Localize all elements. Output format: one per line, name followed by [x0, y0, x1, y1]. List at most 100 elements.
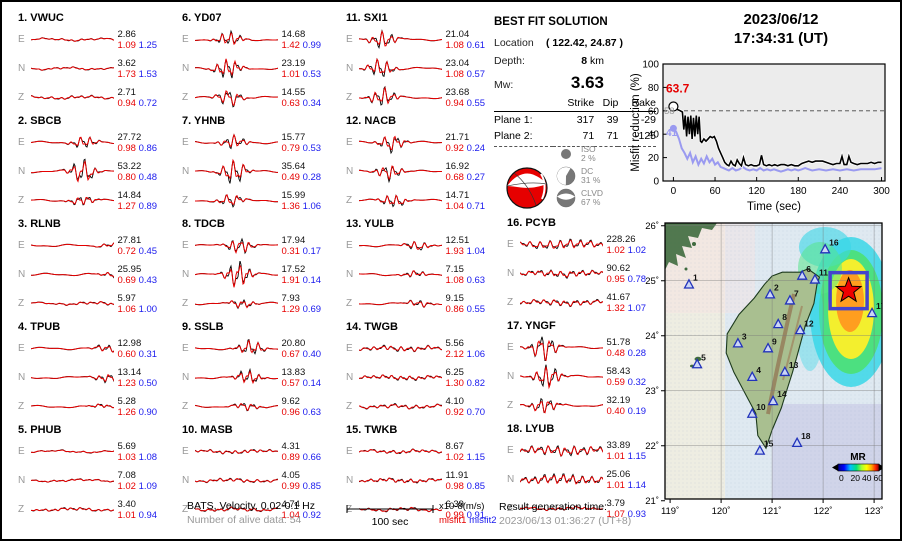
misfit-values: 1.01 0.94 [117, 510, 172, 521]
x-tick-label: 60 [709, 186, 721, 197]
peak-amplitude: 9.15 [445, 292, 464, 304]
misfit2-legend: misfit2 [469, 515, 497, 526]
waveform-values: 17.94 0.31 0.17 [278, 235, 336, 257]
peak-amplitude: 6.39 [445, 498, 464, 510]
depth-unit: km [590, 55, 604, 67]
map-lat-tick-label: 22˚ [645, 441, 659, 452]
peak-amplitude: 21.71 [445, 131, 470, 143]
misfit-values: 1.42 0.99 [281, 40, 336, 51]
misfit1-value: 1.08 [445, 39, 464, 51]
station-name: 3. RLNB [18, 218, 61, 230]
waveform-trace [358, 448, 443, 455]
y-tick-label: 100 [642, 60, 659, 71]
channel-label: E [18, 446, 25, 457]
col-dip: Dip [594, 95, 619, 112]
misfit-reduction-plot: 0 20 40 60 80 100 0 60 120 180 240 300 Time (sec) Mis… [630, 60, 890, 214]
peak-amplitude: 5.69 [117, 440, 136, 452]
decomposition-item-clvd: CLVD 67 % [556, 188, 603, 208]
map-station-number: 7 [794, 289, 799, 299]
waveform-values: 7.08 1.02 1.09 [114, 470, 172, 492]
channel-label: N [507, 474, 515, 485]
misfit-values: 1.02 1.02 [606, 245, 661, 256]
map-station-marker-1 [683, 278, 695, 289]
waveform-trace [194, 261, 279, 288]
peak-amplitude: 11.91 [445, 469, 469, 481]
waveform-row-N: N 6.25 1.30 0.82 [346, 363, 500, 392]
map-station-number: 14 [777, 389, 787, 399]
misfit2-value: 0.53 [299, 68, 322, 80]
depth-value: 8 [581, 55, 588, 67]
waveform-trace [30, 506, 115, 512]
waveform-row-N: N 58.43 0.59 0.32 [507, 362, 661, 391]
misfit-values: 0.86 0.55 [445, 304, 500, 315]
station-block-TPUB: 4. TPUB E 12.98 0.60 0.31 N 13.14 1.23 0.50 Z 5.… [18, 321, 172, 421]
misfit1-value: 1.32 [606, 302, 625, 314]
misfit1-value: 0.99 [445, 509, 464, 521]
misfit1-value: 0.72 [117, 245, 136, 257]
misfit1-value: 0.60 [117, 348, 136, 360]
channel-label: Z [182, 195, 189, 206]
dc-beachball-icon [556, 166, 576, 186]
station-name: 17. YNGF [507, 320, 556, 332]
channel-label: E [182, 240, 189, 251]
misfit-values: 0.99 0.85 [281, 481, 336, 492]
waveform-row-N: N 90.62 0.95 0.78 [507, 259, 661, 288]
event-time: 17:34:31 (UT) [733, 30, 829, 47]
misfit2-value: 0.61 [463, 39, 486, 51]
waveform-row-E: E 27.81 0.72 0.45 [18, 231, 172, 260]
waveform-row-Z: Z 14.55 0.63 0.34 [182, 83, 336, 112]
waveform-trace [30, 66, 115, 71]
station-block-PCYB: 16. PCYB E 228.26 1.02 1.02 N 90.62 0.95 0.78 Z… [507, 217, 661, 317]
waveform-row-N: N 13.14 1.23 0.50 [18, 363, 172, 392]
misfit2-value: 1.15 [624, 450, 647, 462]
misfit2-value: 0.90 [135, 406, 158, 418]
waveform-trace [30, 373, 115, 384]
station-name: 4. TPUB [18, 321, 61, 333]
waveform-trace [358, 240, 443, 251]
peak-amplitude: 23.68 [445, 86, 470, 98]
waveform-trace [358, 165, 443, 184]
scalebar-label: 100 sec [371, 516, 409, 528]
waveform-trace [194, 90, 279, 108]
misfit1-value: 0.96 [281, 406, 300, 418]
waveform-trace [194, 477, 279, 484]
data-description: BATS, Velocity, 0.02-0.1 Hz [187, 500, 315, 512]
channel-label: Z [18, 504, 25, 515]
waveform-trace [30, 271, 115, 279]
station-block-YULB: 13. YULB E 12.51 1.93 1.04 N 7.15 1.08 0.63 Z 9.… [346, 218, 500, 318]
misfit2-value: 0.27 [463, 171, 486, 183]
misfit2-value: 0.55 [463, 97, 486, 109]
misfit-values: 0.59 0.32 [606, 377, 661, 388]
waveform-values: 35.64 0.49 0.28 [278, 161, 336, 183]
map-station-marker-9 [762, 342, 774, 353]
misfit2-value: 0.14 [299, 377, 322, 389]
peak-amplitude: 5.56 [445, 337, 464, 349]
station-block-MASB: 10. MASB E 4.31 0.89 0.66 N 4.05 0.99 0.85 Z 4.7… [182, 424, 336, 524]
misfit1-value: 1.27 [117, 200, 136, 212]
waveform-values: 6.39 0.99 0.91 [442, 499, 500, 521]
waveform-trace [30, 478, 115, 483]
waveform-trace [30, 37, 115, 42]
station-block-YHNB: 7. YHNB E 15.77 0.79 0.53 N 35.64 0.49 0.28 Z 15… [182, 115, 336, 215]
misfit1-value: 0.57 [281, 377, 300, 389]
waveform-row-N: N 13.83 0.57 0.14 [182, 363, 336, 392]
waveform-row-N: N 7.15 1.08 0.63 [346, 260, 500, 289]
waveform-values: 3.62 1.73 1.53 [114, 58, 172, 80]
misfit2-value: 0.43 [135, 274, 158, 286]
map-station-number: 15 [764, 439, 774, 449]
misfit-values: 1.04 0.92 [281, 510, 336, 521]
map-station-number: 6 [806, 264, 811, 274]
waveform-values: 13.83 0.57 0.14 [278, 367, 336, 389]
channel-label: E [18, 137, 25, 148]
waveform-row-E: E 51.78 0.48 0.28 [507, 333, 661, 362]
misfit1-value: 0.99 [281, 480, 300, 492]
misfit-values: 1.32 1.07 [606, 303, 661, 314]
waveform-values: 14.55 0.63 0.34 [278, 87, 336, 109]
peak-amplitude: 32.19 [606, 394, 631, 406]
misfit1-value: 0.86 [445, 303, 464, 315]
time-scalebar [346, 505, 434, 513]
peak-amplitude: 4.10 [445, 395, 464, 407]
misfit1-value: 1.30 [445, 377, 464, 389]
waveform-values: 13.14 1.23 0.50 [114, 367, 172, 389]
waveform-values: 4.74 1.04 0.92 [278, 499, 336, 521]
